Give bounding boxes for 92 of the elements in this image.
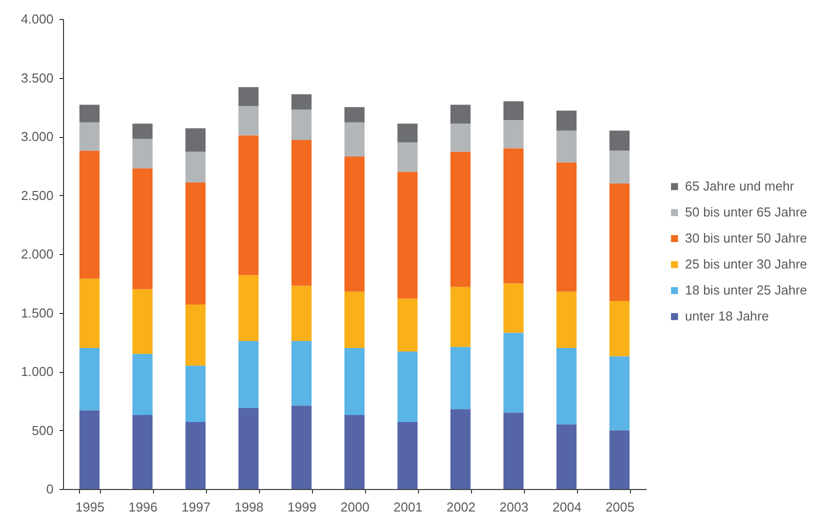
bar	[397, 142, 418, 172]
bar	[344, 292, 365, 348]
legend-label: 65 Jahre und mehr	[685, 178, 795, 194]
bar	[238, 106, 259, 136]
bar	[344, 122, 365, 156]
bar	[291, 340, 312, 406]
bar	[238, 340, 259, 408]
legend-label: unter 18 Jahre	[685, 308, 769, 324]
bar	[79, 104, 100, 122]
bar	[238, 87, 259, 106]
x-tick-label: 1995	[76, 500, 104, 514]
bar	[503, 148, 524, 284]
bar	[397, 124, 418, 142]
bar	[291, 94, 312, 110]
y-tick-label: 500	[32, 422, 54, 438]
bar	[609, 301, 630, 356]
x-tick-label: 2005	[606, 500, 634, 514]
bar	[397, 352, 418, 422]
x-tick-label: 2003	[500, 500, 528, 514]
x-tick-label: 1997	[182, 500, 210, 514]
bar	[132, 354, 153, 415]
bar	[132, 138, 153, 168]
legend-label: 25 bis unter 30 Jahre	[685, 256, 808, 272]
bar	[132, 168, 153, 290]
bar	[556, 130, 577, 162]
x-tick-label: 1998	[234, 500, 264, 514]
y-tick-label: 1.000	[20, 364, 54, 379]
y-tick-label: 2.000	[20, 246, 54, 262]
bar	[79, 410, 100, 489]
bar	[185, 366, 206, 422]
bar	[185, 128, 206, 152]
y-tick-label: 0	[46, 482, 54, 496]
bar	[79, 278, 100, 348]
bar	[450, 104, 471, 124]
x-tick-label: 2004	[552, 500, 582, 514]
bar	[556, 424, 577, 489]
bar	[450, 409, 471, 489]
bar	[344, 414, 365, 489]
y-tick-label: 4.000	[20, 12, 54, 26]
y-tick-label: 1.500	[20, 305, 54, 320]
bar	[291, 109, 312, 140]
bar	[397, 422, 418, 489]
bar	[238, 408, 259, 489]
bar	[503, 283, 524, 333]
bar	[185, 422, 206, 489]
x-tick-label: 2000	[340, 500, 370, 514]
bar	[556, 292, 577, 348]
legend-label: 30 bis unter 50 Jahre	[685, 230, 808, 246]
bar	[291, 140, 312, 286]
y-tick-label: 3.000	[20, 129, 54, 144]
bar	[503, 412, 524, 489]
bar	[185, 152, 206, 182]
bar	[238, 275, 259, 341]
bar	[185, 304, 206, 366]
bar	[450, 152, 471, 287]
bar	[344, 348, 365, 415]
x-tick-label: 1999	[288, 500, 316, 514]
bar	[238, 135, 259, 276]
bar	[503, 120, 524, 148]
x-tick-label: 2001	[394, 500, 422, 514]
legend-label: 50 bis unter 65 Jahre	[685, 204, 808, 220]
legend-label: 18 bis unter 25 Jahre	[685, 282, 808, 298]
bar	[609, 130, 630, 151]
bar	[450, 124, 471, 152]
bar	[132, 124, 153, 139]
y-tick-label: 2.500	[20, 188, 54, 203]
bar	[344, 107, 365, 122]
bar	[450, 346, 471, 410]
bar	[79, 150, 100, 279]
x-tick-label: 2002	[446, 500, 476, 514]
bar	[344, 156, 365, 292]
bar	[609, 356, 630, 430]
bar	[291, 286, 312, 341]
bar	[503, 101, 524, 120]
bar	[556, 110, 577, 131]
bar	[609, 430, 630, 489]
bar	[291, 406, 312, 489]
bar	[185, 182, 206, 305]
bar	[132, 289, 153, 354]
bar	[609, 150, 630, 184]
bar	[79, 122, 100, 151]
bar	[556, 348, 577, 424]
bar	[132, 414, 153, 489]
bar	[503, 332, 524, 413]
bar	[556, 162, 577, 292]
bar	[609, 184, 630, 301]
bar	[450, 286, 471, 347]
bar	[79, 348, 100, 410]
bar	[397, 298, 418, 352]
bar	[397, 172, 418, 299]
x-tick-label: 1996	[128, 500, 158, 514]
y-tick-label: 3.500	[20, 70, 54, 86]
